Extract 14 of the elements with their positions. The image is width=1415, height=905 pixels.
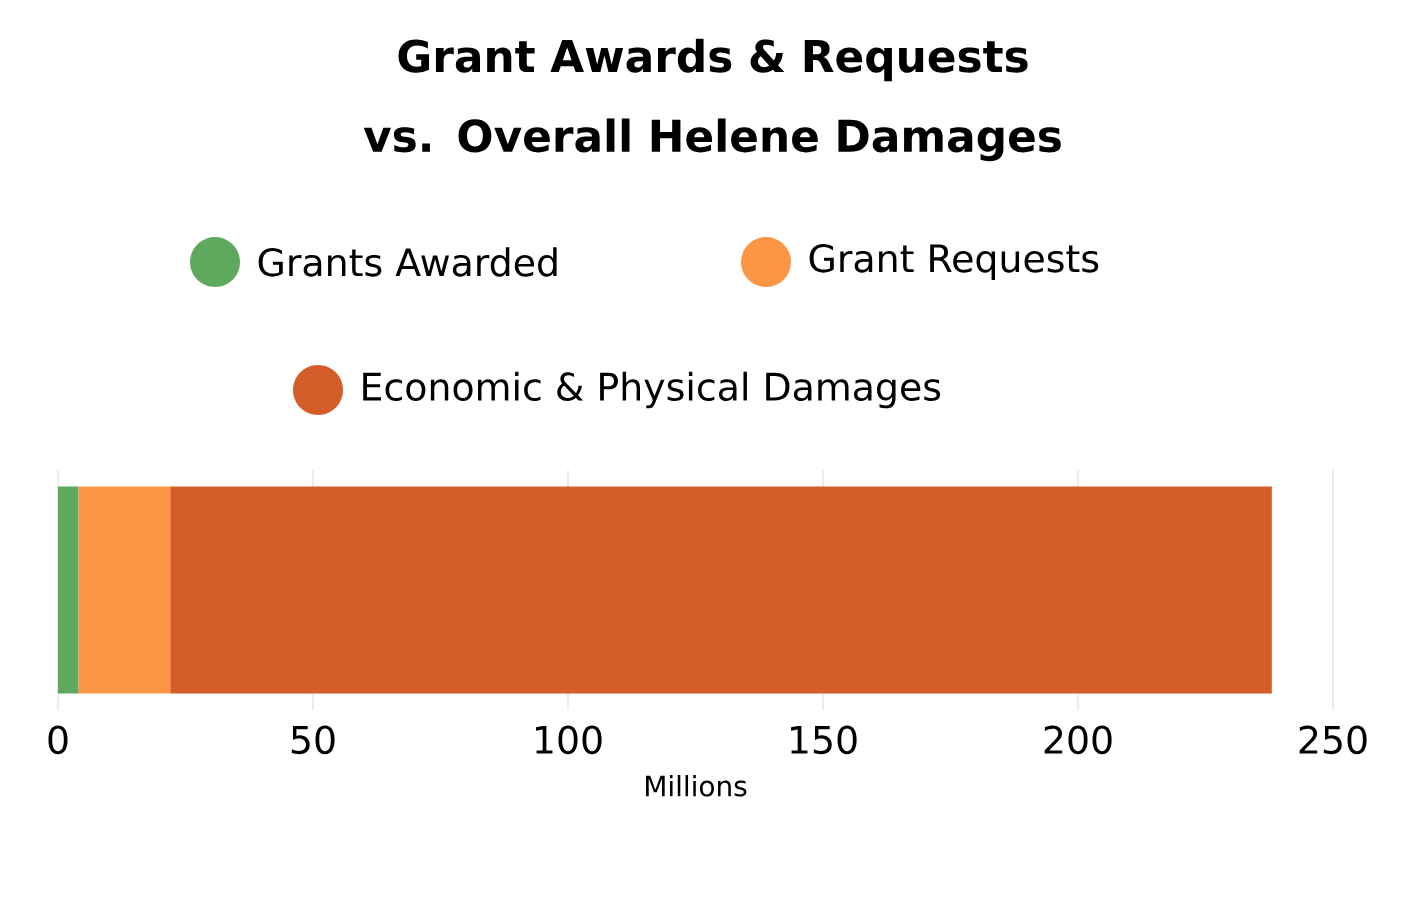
bar bbox=[78, 486, 171, 694]
x-axis-title: Millions bbox=[646, 775, 747, 797]
x-tick-label: 150 bbox=[791, 725, 857, 755]
x-tick-label: 50 bbox=[291, 725, 335, 755]
x-tick-label: 200 bbox=[1044, 725, 1112, 755]
legend-label: Grants Awarded bbox=[258, 247, 557, 277]
bar bbox=[58, 486, 79, 694]
chart-title: Grant Awards & Requests vs. Overall Helene Damages bbox=[363, 38, 1061, 162]
x-tick-label: 0 bbox=[48, 725, 68, 755]
x-tick-label: 100 bbox=[536, 725, 602, 755]
x-tick-label: 250 bbox=[1299, 725, 1367, 755]
legend-label: Grant Requests bbox=[809, 244, 1099, 280]
legend-label: Economic & Physical Damages bbox=[363, 371, 941, 409]
bar bbox=[170, 486, 1272, 694]
